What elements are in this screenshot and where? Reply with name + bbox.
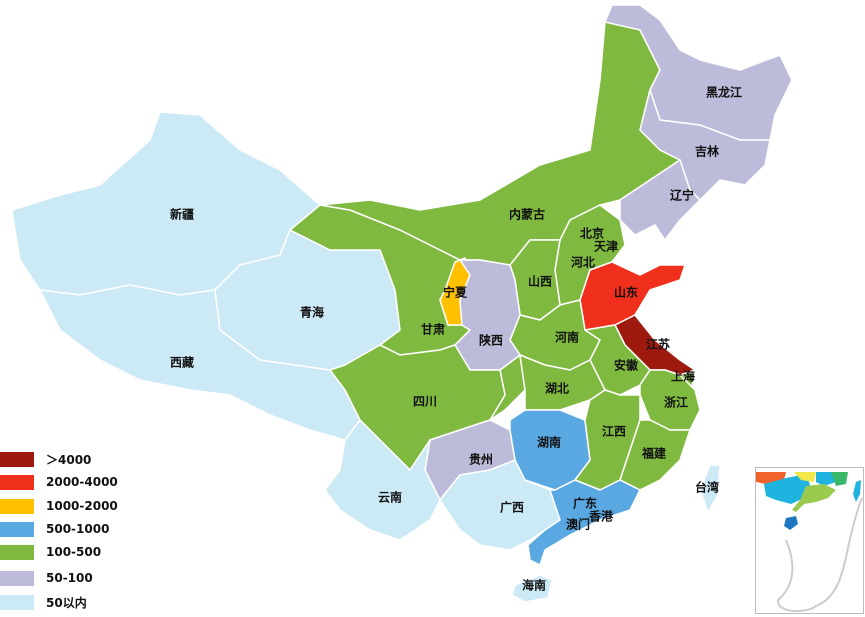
- province-28[interactable]: [527, 479, 641, 566]
- province-label: 新疆: [170, 207, 194, 222]
- province-7[interactable]: [619, 159, 701, 241]
- province-label: 云南: [378, 490, 402, 505]
- province-label: 青海: [300, 305, 324, 320]
- inset-region: [792, 484, 836, 512]
- province-label: 湖北: [545, 381, 569, 396]
- inset-boundary: [777, 497, 863, 613]
- legend-label: 2000-4000: [46, 475, 118, 489]
- legend-item: 100-500: [0, 544, 101, 560]
- province-label: 陕西: [479, 333, 503, 348]
- province-label: 山东: [614, 285, 638, 300]
- province-label: 四川: [413, 395, 437, 409]
- province-label: 江西: [602, 424, 626, 439]
- province-30[interactable]: [699, 464, 721, 513]
- inset-region: [853, 480, 861, 502]
- legend-item: 2000-4000: [0, 474, 118, 490]
- province-label: 北京: [580, 226, 604, 241]
- legend-label: 500-1000: [46, 522, 110, 536]
- province-5[interactable]: [604, 4, 793, 141]
- legend-swatch: [0, 451, 34, 467]
- legend-item: 50-100: [0, 570, 93, 586]
- province-label: 辽宁: [670, 188, 694, 203]
- province-label: 澳门: [566, 517, 590, 532]
- legend-swatch: [0, 594, 34, 610]
- province-label: 河南: [554, 330, 579, 345]
- legend-item: 1000-2000: [0, 498, 118, 514]
- province-label: 宁夏: [443, 285, 468, 300]
- inset-region: [831, 472, 848, 486]
- legend-item: 500-1000: [0, 521, 109, 537]
- province-label: 西藏: [170, 355, 194, 370]
- province-26[interactable]: [639, 369, 701, 431]
- inset-region: [784, 516, 798, 530]
- province-label: 天津: [594, 239, 618, 254]
- province-label: 内蒙古: [509, 207, 545, 222]
- legend-label: 50以内: [46, 595, 87, 610]
- legend-swatch: [0, 570, 34, 586]
- province-label: 广西: [500, 500, 524, 515]
- province-22[interactable]: [324, 419, 441, 541]
- province-label: 浙江: [664, 395, 688, 410]
- province-label: 上海: [671, 369, 695, 384]
- province-label: 湖南: [537, 435, 561, 450]
- inset-region: [816, 472, 836, 486]
- inset-region: [764, 474, 811, 504]
- province-29[interactable]: [511, 574, 553, 603]
- province-label: 福建: [641, 446, 667, 461]
- inset-region: [794, 472, 816, 482]
- province-label: 安徽: [614, 358, 639, 373]
- province-label: 河北: [570, 255, 595, 270]
- legend-item: 50以内: [0, 594, 87, 610]
- province-label: 香港: [588, 509, 614, 524]
- province-label: 海南: [522, 578, 546, 593]
- inset-map: [756, 472, 863, 613]
- south-china-sea-inset: [755, 467, 864, 614]
- legend-swatch: [0, 498, 34, 514]
- legend-label: 100-500: [46, 545, 102, 559]
- province-label: 江苏: [646, 337, 670, 352]
- legend-item: ＞4000: [0, 451, 91, 467]
- legend-label: ＞4000: [46, 452, 92, 467]
- province-27[interactable]: [619, 419, 691, 491]
- province-label: 山西: [528, 274, 552, 289]
- legend-swatch: [0, 474, 34, 490]
- province-label: 吉林: [695, 144, 719, 159]
- province-6[interactable]: [639, 89, 771, 201]
- legend-swatch: [0, 544, 34, 560]
- legend-label: 1000-2000: [46, 499, 118, 513]
- province-label: 台湾: [695, 480, 719, 495]
- legend-label: 50-100: [46, 571, 93, 585]
- province-label: 甘肃: [421, 322, 445, 337]
- province-label: 广东: [573, 496, 597, 511]
- legend-swatch: [0, 521, 34, 537]
- province-label: 贵州: [469, 452, 493, 467]
- province-label: 黑龙江: [706, 85, 742, 100]
